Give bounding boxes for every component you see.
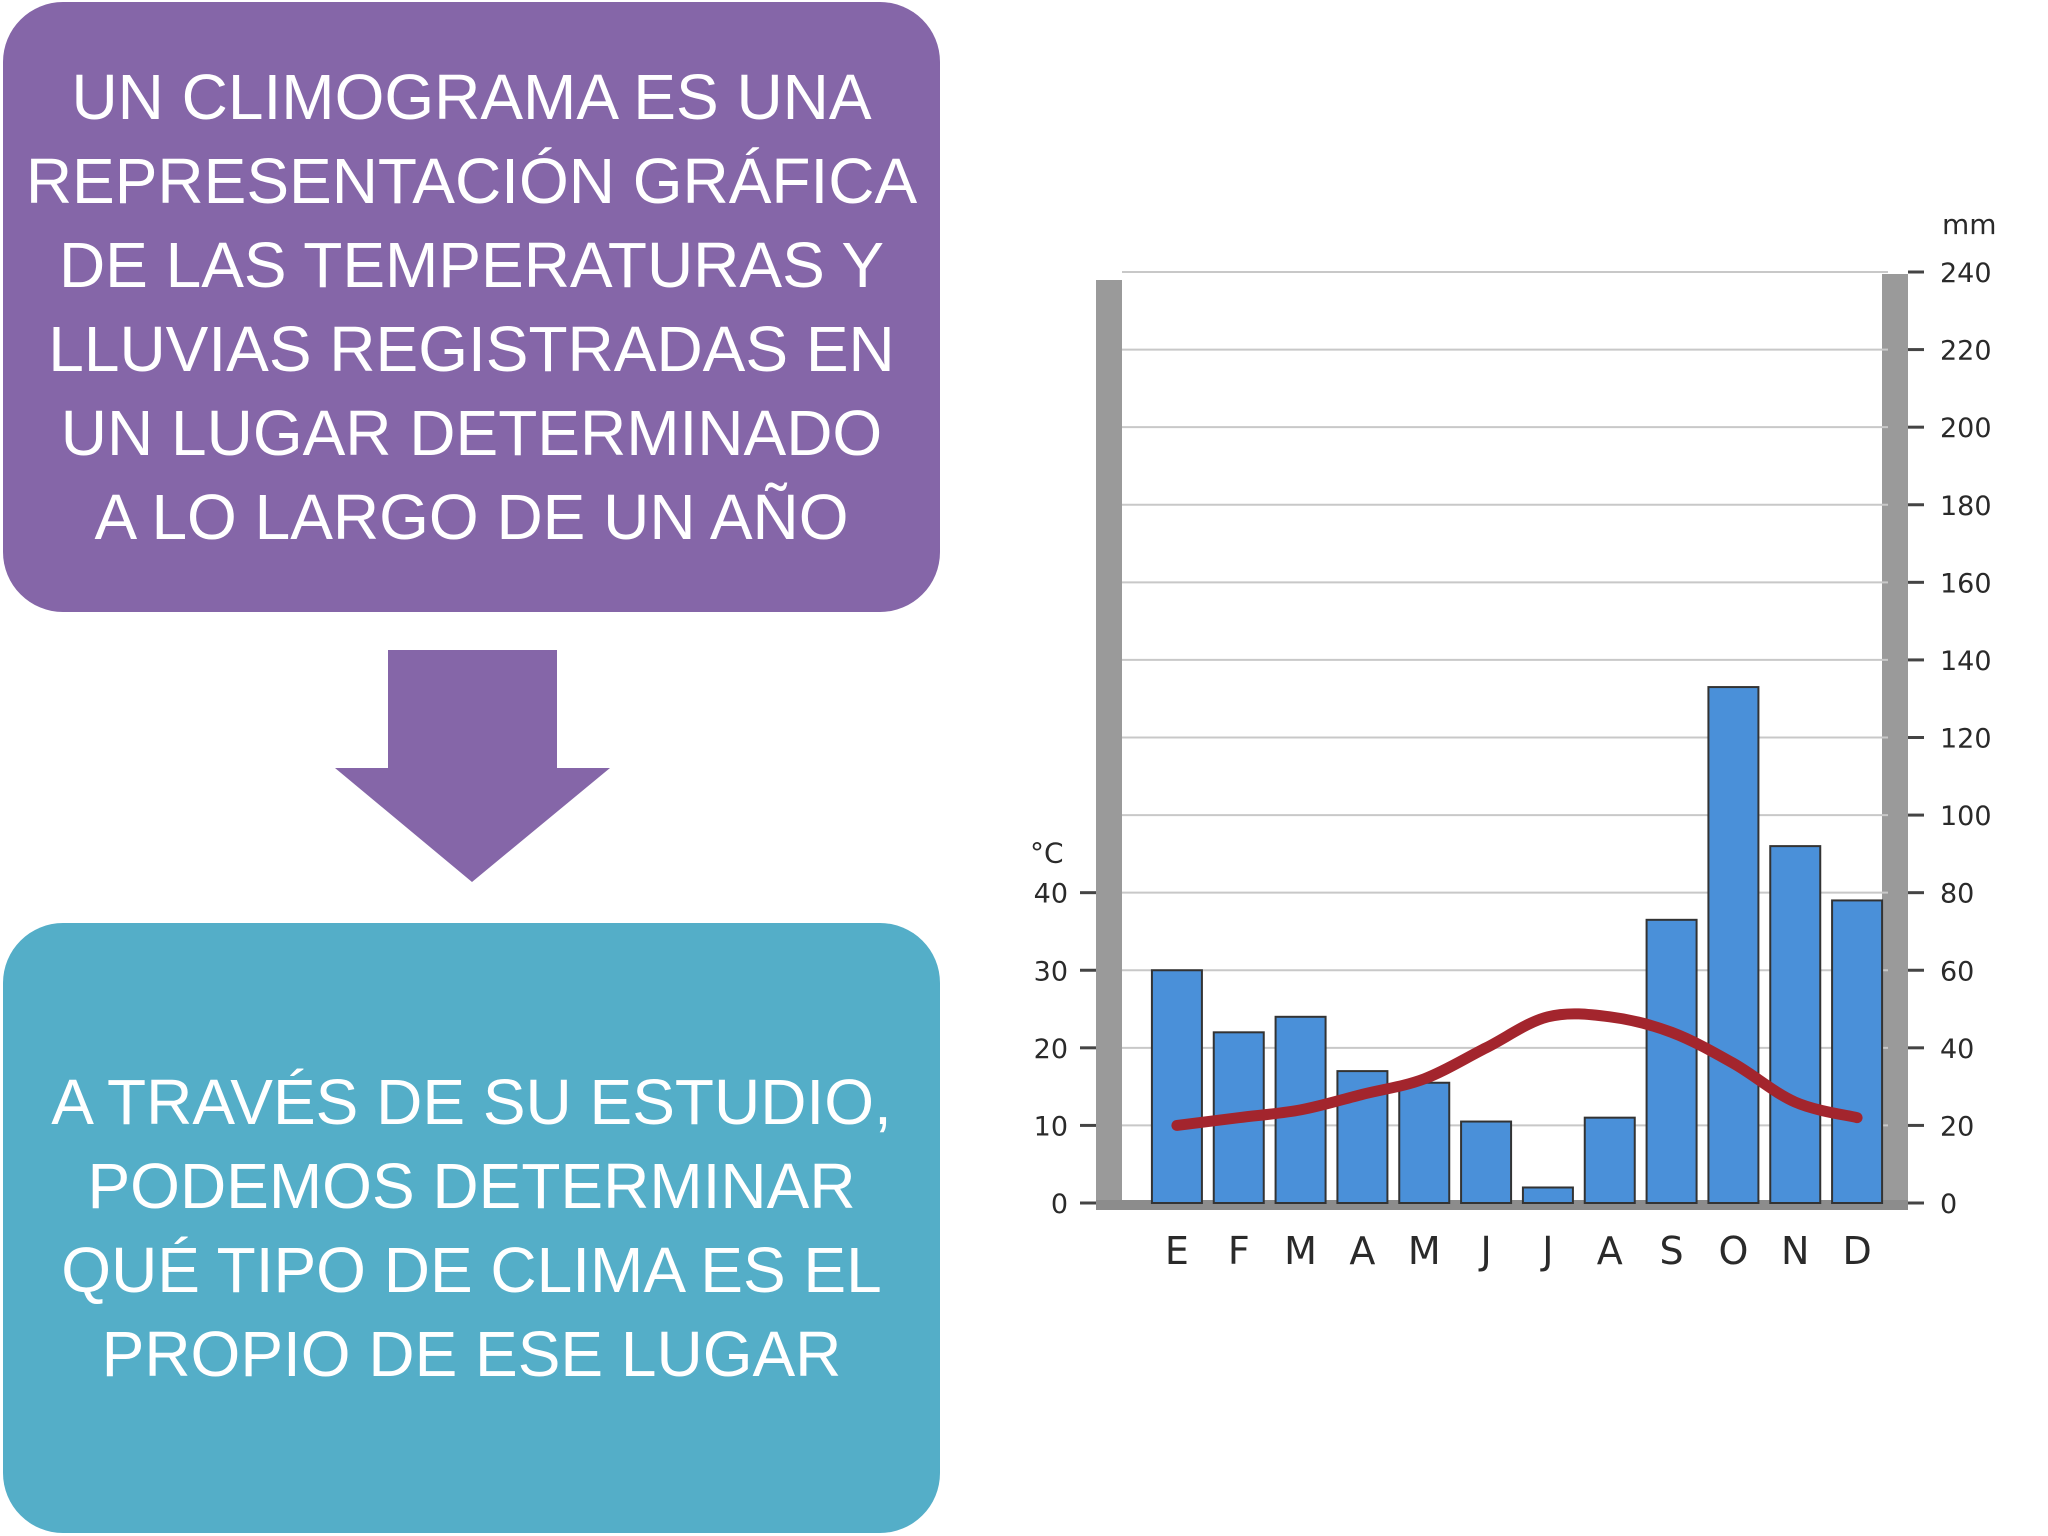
definition-line: UN LUGAR DETERMINADO bbox=[60, 397, 883, 469]
month-label: J bbox=[1540, 1229, 1553, 1273]
right-tick-label: 220 bbox=[1940, 336, 1992, 367]
left-tick-label: 0 bbox=[1051, 1189, 1068, 1220]
precipitation-bar bbox=[1583, 1116, 1636, 1204]
down-arrow-icon bbox=[335, 650, 610, 882]
right-tick-label: 60 bbox=[1940, 956, 1974, 987]
left-axis-bar bbox=[1096, 280, 1122, 1210]
month-label: N bbox=[1781, 1229, 1809, 1273]
definition-line: UN CLIMOGRAMA ES UNA bbox=[71, 61, 872, 133]
definition-line: REPRESENTACIÓN GRÁFICA bbox=[25, 145, 918, 217]
baseline-bar bbox=[1096, 1200, 1908, 1210]
month-label: E bbox=[1165, 1229, 1189, 1273]
climograph-chart: 0 20 40 60 80 100 120 140 160 180 200 220 240 mm 0 10 20… bbox=[1030, 208, 1997, 1273]
definition-text: UN CLIMOGRAMA ES UNA REPRESENTACIÓN GRÁF… bbox=[26, 55, 917, 559]
left-axis-unit: °C bbox=[1030, 837, 1064, 870]
definition-line: LLUVIAS REGISTRADAS EN bbox=[48, 313, 895, 385]
month-label: J bbox=[1478, 1229, 1491, 1273]
right-tick-label: 100 bbox=[1940, 801, 1992, 832]
left-tick-label: 40 bbox=[1034, 879, 1068, 910]
purpose-box: A TRAVÉS DE SU ESTUDIO, PODEMOS DETERMIN… bbox=[3, 923, 940, 1533]
month-label: O bbox=[1718, 1229, 1748, 1273]
purpose-line: A TRAVÉS DE SU ESTUDIO, bbox=[51, 1066, 892, 1138]
definition-line: DE LAS TEMPERATURAS Y bbox=[58, 229, 885, 301]
left-tick-label: 10 bbox=[1034, 1111, 1068, 1142]
purpose-line: PROPIO DE ESE LUGAR bbox=[101, 1318, 842, 1390]
precipitation-bar bbox=[1769, 845, 1822, 1204]
month-label: M bbox=[1284, 1229, 1317, 1273]
right-tick-label: 240 bbox=[1940, 258, 1992, 289]
month-label: M bbox=[1408, 1229, 1441, 1273]
left-tick-label: 30 bbox=[1034, 956, 1068, 987]
right-tick-label: 20 bbox=[1940, 1111, 1974, 1142]
month-label: S bbox=[1660, 1229, 1684, 1273]
precipitation-bar bbox=[1645, 918, 1698, 1205]
precipitation-bar bbox=[1831, 899, 1884, 1204]
month-label: A bbox=[1597, 1229, 1623, 1273]
month-label: F bbox=[1228, 1229, 1250, 1273]
right-axis-bar bbox=[1882, 274, 1908, 1208]
purpose-line: PODEMOS DETERMINAR bbox=[87, 1150, 856, 1222]
purpose-line: QUÉ TIPO DE CLIMA ES EL bbox=[61, 1234, 882, 1306]
right-tick-label: 160 bbox=[1940, 568, 1992, 599]
purpose-text: A TRAVÉS DE SU ESTUDIO, PODEMOS DETERMIN… bbox=[51, 1060, 892, 1396]
left-tick-label: 20 bbox=[1034, 1034, 1068, 1065]
right-tick-label: 200 bbox=[1940, 413, 1992, 444]
month-label: D bbox=[1842, 1229, 1871, 1273]
definition-box: UN CLIMOGRAMA ES UNA REPRESENTACIÓN GRÁF… bbox=[3, 2, 940, 612]
month-label: A bbox=[1349, 1229, 1375, 1273]
right-tick-label: 80 bbox=[1940, 879, 1974, 910]
right-tick-label: 140 bbox=[1940, 646, 1992, 677]
temperature-line bbox=[1171, 1008, 1863, 1131]
right-axis-unit: mm bbox=[1942, 208, 1997, 241]
precipitation-bar bbox=[1521, 1186, 1574, 1205]
precipitation-bar bbox=[1707, 686, 1760, 1204]
precipitation-bar bbox=[1398, 1081, 1451, 1205]
right-tick-label: 0 bbox=[1940, 1189, 1957, 1220]
right-tick-label: 40 bbox=[1940, 1034, 1974, 1065]
definition-line: A LO LARGO DE UN AÑO bbox=[94, 481, 849, 553]
precipitation-bar bbox=[1460, 1120, 1513, 1204]
right-tick-label: 180 bbox=[1940, 491, 1992, 522]
right-tick-label: 120 bbox=[1940, 724, 1992, 755]
precipitation-bar bbox=[1150, 969, 1203, 1204]
